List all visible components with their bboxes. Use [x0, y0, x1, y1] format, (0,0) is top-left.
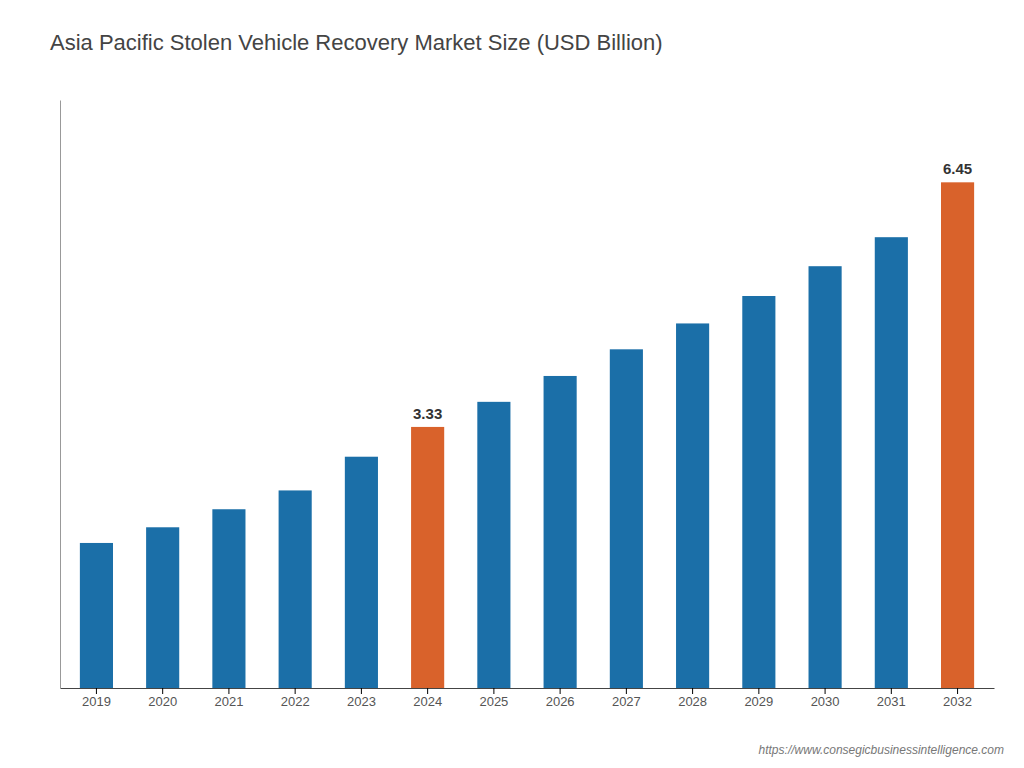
x-tick: 2024 [413, 688, 442, 709]
chart-container: Asia Pacific Stolen Vehicle Recovery Mar… [0, 0, 1024, 768]
x-tick: 2025 [479, 688, 508, 709]
x-tick: 2026 [546, 688, 575, 709]
x-tick-mark [427, 688, 428, 694]
x-tick: 2020 [148, 688, 177, 709]
x-tick-label: 2030 [811, 694, 840, 709]
bar [941, 182, 974, 688]
bar [146, 527, 179, 688]
x-tick-label: 2022 [281, 694, 310, 709]
x-tick-label: 2026 [546, 694, 575, 709]
x-axis-line [61, 688, 995, 689]
x-tick-mark [825, 688, 826, 694]
y-axis [60, 101, 61, 689]
bar [809, 266, 842, 688]
x-tick: 2019 [82, 688, 111, 709]
chart-svg: Asia Pacific Stolen Vehicle Recovery Mar… [0, 0, 1024, 768]
bar [345, 457, 378, 688]
bars [80, 182, 974, 688]
bar [742, 296, 775, 688]
bar [676, 323, 709, 688]
bar [544, 376, 577, 688]
x-tick: 2021 [214, 688, 243, 709]
x-tick-mark [162, 688, 163, 694]
bar [212, 509, 245, 688]
data-labels: 3.33 6.45 [413, 160, 972, 422]
x-tick-label: 2029 [744, 694, 773, 709]
x-tick: 2031 [877, 688, 906, 709]
x-tick-label: 2020 [148, 694, 177, 709]
x-tick-mark [560, 688, 561, 694]
bar [875, 237, 908, 688]
x-tick-label: 2028 [678, 694, 707, 709]
x-tick-label: 2021 [214, 694, 243, 709]
y-axis-line [60, 101, 61, 689]
x-tick: 2032 [943, 688, 972, 709]
data-label: 3.33 [413, 405, 442, 422]
x-tick-mark [96, 688, 97, 694]
x-tick-mark [891, 688, 892, 694]
x-tick-mark [228, 688, 229, 694]
bar [610, 349, 643, 688]
bar [477, 402, 510, 688]
x-tick: 2022 [281, 688, 310, 709]
x-tick-mark [626, 688, 627, 694]
x-tick-mark [295, 688, 296, 694]
x-axis: 2019 2020 2021 2022 2023 2024 2025 2026 2027 2028… [61, 688, 995, 709]
x-tick-label: 2027 [612, 694, 641, 709]
bar [279, 490, 312, 688]
x-tick-mark [957, 688, 958, 694]
x-tick: 2029 [744, 688, 773, 709]
bar [80, 543, 113, 688]
x-tick-label: 2032 [943, 694, 972, 709]
x-tick-mark [361, 688, 362, 694]
x-tick: 2027 [612, 688, 641, 709]
x-tick-mark [692, 688, 693, 694]
x-tick: 2023 [347, 688, 376, 709]
x-tick: 2030 [811, 688, 840, 709]
x-tick-label: 2023 [347, 694, 376, 709]
x-tick-label: 2019 [82, 694, 111, 709]
data-label: 6.45 [943, 160, 972, 177]
x-tick-label: 2025 [479, 694, 508, 709]
annotation: https://www.consegicbusinessintelligence… [759, 743, 1004, 757]
x-tick-mark [493, 688, 494, 694]
plot-area: 2019 2020 2021 2022 2023 2024 2025 2026 2027 2028… [61, 101, 995, 710]
x-tick-label: 2024 [413, 694, 442, 709]
x-tick-mark [758, 688, 759, 694]
bar [411, 427, 444, 688]
title: Asia Pacific Stolen Vehicle Recovery Mar… [50, 30, 663, 55]
x-tick: 2028 [678, 688, 707, 709]
x-tick-label: 2031 [877, 694, 906, 709]
